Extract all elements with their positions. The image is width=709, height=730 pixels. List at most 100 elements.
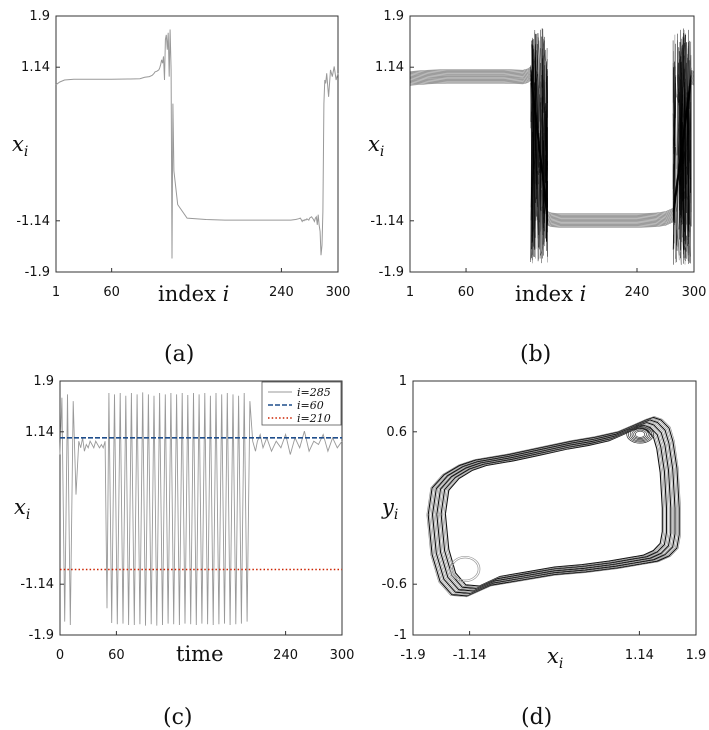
ytick-label: -1.9 xyxy=(29,628,54,643)
transition-line xyxy=(542,38,546,245)
caption-b: (b) xyxy=(520,342,551,367)
ytick-label: 1.9 xyxy=(29,9,50,24)
ensemble-line xyxy=(409,74,695,222)
orbit-line xyxy=(435,421,673,593)
ensemble-line xyxy=(409,66,695,214)
transition-line xyxy=(678,51,682,259)
ensemble-line xyxy=(409,76,695,224)
transition-line xyxy=(538,85,541,248)
ticks-a: 1 60 240 300 1.9 1.14 -1.14 -1.9 xyxy=(16,9,350,300)
xtick-label: 0 xyxy=(56,648,64,663)
series-line xyxy=(55,29,339,259)
orbit-line xyxy=(430,418,677,595)
ylabel-c: xi xyxy=(14,495,30,523)
upper-spiral xyxy=(631,428,649,441)
ensemble-line xyxy=(409,67,695,216)
xtick-label: 1 xyxy=(406,285,414,300)
orbit-line xyxy=(433,420,674,594)
plot-frame-a xyxy=(55,15,339,273)
transition-line xyxy=(540,28,544,259)
xtick-label: 240 xyxy=(625,285,650,300)
ytick-label: 1.14 xyxy=(21,60,50,75)
marks-b xyxy=(409,28,695,265)
orbit-line xyxy=(440,424,668,590)
xlabel-d: xi xyxy=(547,644,563,672)
ensemble-line xyxy=(409,73,695,222)
ylabel-a: xi xyxy=(12,132,28,160)
ytick-label: -1.9 xyxy=(25,265,50,280)
transition-line xyxy=(679,67,682,195)
transition-line xyxy=(682,36,686,241)
transition-line xyxy=(539,62,541,259)
ensemble-line xyxy=(409,72,695,220)
xtick-label: 60 xyxy=(458,285,475,300)
panel-d: -1.9 -1.14 1.14 1.9 1 0.6 -0.6 -1 yi xi (d) xyxy=(381,374,706,730)
ensemble-line xyxy=(409,72,695,221)
marks-d xyxy=(426,416,681,598)
ensemble-line xyxy=(409,79,695,227)
transition-line xyxy=(676,47,679,177)
transition-line xyxy=(535,72,539,221)
ensemble-line xyxy=(409,70,695,218)
marks-c xyxy=(59,392,343,626)
transition-line xyxy=(544,110,548,243)
xtick-label: 240 xyxy=(269,285,294,300)
ensemble-line xyxy=(409,71,695,219)
xlabel-c: time xyxy=(176,642,224,666)
xlabel-b: index i xyxy=(515,282,586,306)
xtick-label: 1.9 xyxy=(686,648,707,663)
upper-spiral xyxy=(633,429,647,439)
xtick-label: 60 xyxy=(103,285,120,300)
upper-spiral xyxy=(629,427,651,442)
ytick-label: -1 xyxy=(394,628,407,643)
transition-line xyxy=(678,62,680,204)
legend-label: i=210 xyxy=(297,412,331,425)
transition-line xyxy=(679,72,683,220)
transition-line xyxy=(686,48,690,175)
transition-line xyxy=(672,51,676,250)
xtick-label: 1.14 xyxy=(625,648,654,663)
transition-line xyxy=(688,69,692,193)
orbit-line xyxy=(439,423,669,590)
orbit-line xyxy=(426,416,681,598)
panel-b: 1 60 240 300 1.9 1.14 -1.14 -1.9 xi index i (b) xyxy=(368,9,706,367)
ytick-label: 1.9 xyxy=(383,9,404,24)
transition-line xyxy=(535,33,539,203)
ytick-label: -1.14 xyxy=(20,577,54,592)
ytick-label: 1.14 xyxy=(25,425,54,440)
xtick-label: -1.14 xyxy=(453,648,487,663)
orbit-line xyxy=(443,426,665,588)
ticks-c: 0 60 240 300 1.9 1.14 -1.14 -1.9 xyxy=(20,374,354,663)
upper-spiral xyxy=(635,430,646,438)
transition-line xyxy=(530,37,534,260)
xtick-label: -1.9 xyxy=(400,648,425,663)
ytick-label: -0.6 xyxy=(382,577,407,592)
caption-c: (c) xyxy=(163,705,193,730)
ensemble-line xyxy=(409,76,695,225)
plot-frame-c xyxy=(59,380,343,636)
transition-line xyxy=(675,33,680,212)
xlabel-a: index i xyxy=(158,282,229,306)
transition-line xyxy=(546,75,548,236)
orbit-line xyxy=(444,427,663,587)
ytick-label: 1 xyxy=(399,374,407,389)
orbit-line xyxy=(431,419,676,595)
orbit-line xyxy=(437,423,670,591)
panel-a: 1 60 240 300 1.9 1.14 -1.14 -1.9 xi index i (a) xyxy=(12,9,350,367)
ytick-label: -1.14 xyxy=(370,214,404,229)
ylabel-d: yi xyxy=(381,495,398,523)
ensemble-line xyxy=(409,75,695,223)
transition-line xyxy=(538,101,541,185)
lower-spiral xyxy=(451,557,479,581)
transition-line xyxy=(681,28,685,251)
ensemble-line xyxy=(409,78,695,227)
ensemble-line xyxy=(409,68,695,217)
xtick-label: 300 xyxy=(326,285,351,300)
plot-frame-d xyxy=(412,380,697,636)
ytick-label: 1.14 xyxy=(375,60,404,75)
ytick-label: 1.9 xyxy=(33,374,54,389)
series-i-285 xyxy=(59,392,343,626)
